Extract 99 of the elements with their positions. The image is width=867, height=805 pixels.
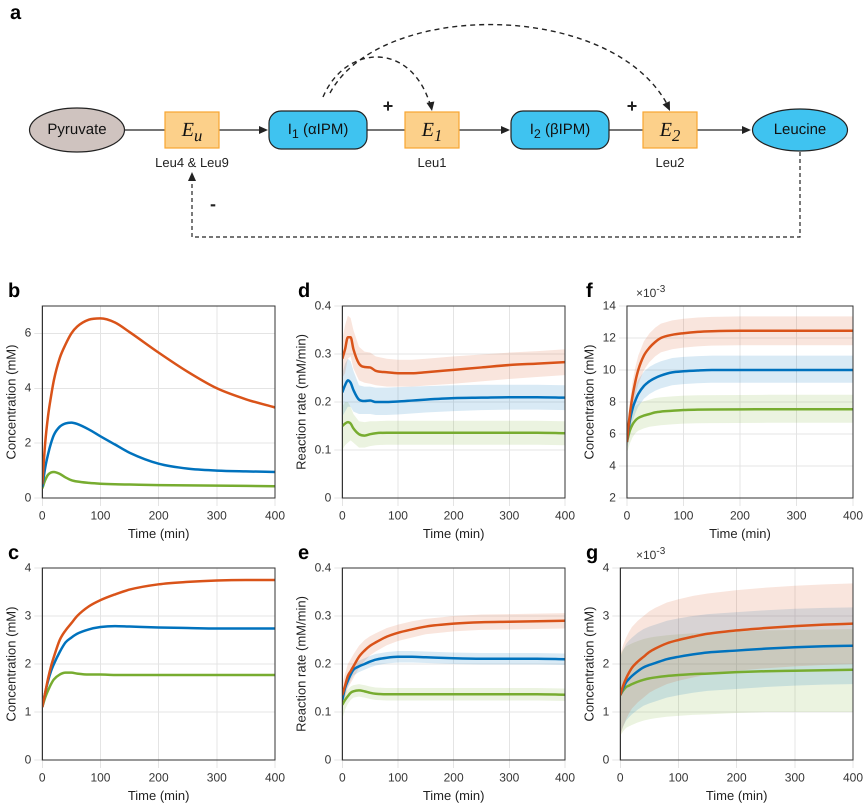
x-tick-label: 100 xyxy=(668,770,689,785)
x-tick-label: 0 xyxy=(338,770,346,785)
x-tick-label: 400 xyxy=(554,770,576,785)
y-tick-label: 4 xyxy=(602,560,610,574)
x-tick-label: 200 xyxy=(730,508,750,523)
text: Leu2 xyxy=(654,154,686,172)
x-tick-label: 400 xyxy=(264,770,286,785)
x-tick-label: 100 xyxy=(90,770,111,785)
x-tick-label: 300 xyxy=(499,508,520,523)
y-axis-title: Reaction rate (mM/min) xyxy=(293,596,308,732)
text: E$_{2}$ xyxy=(658,118,682,147)
y-tick-label: 10 xyxy=(602,362,616,376)
y-tick-label: 0 xyxy=(324,752,332,766)
text: Leucine xyxy=(772,120,828,140)
chart-title: g xyxy=(586,542,598,565)
line-series xyxy=(342,689,565,706)
y-tick-label: 0.2 xyxy=(314,656,332,670)
x-tick-label: 100 xyxy=(388,508,408,523)
line-series xyxy=(42,470,275,490)
x-tick-label: 0 xyxy=(624,508,631,523)
y-tick-label: 0.1 xyxy=(314,442,332,456)
x-tick-label: 200 xyxy=(148,508,169,523)
y-tick-label: 0 xyxy=(324,490,332,504)
line-series xyxy=(342,420,565,437)
x-tick-label: 300 xyxy=(499,770,520,785)
text: I$_{2}$ (βIPM) xyxy=(528,120,592,143)
y-tick-label: 4 xyxy=(24,380,32,395)
x-axis-title: Time (min) xyxy=(422,526,484,541)
y-axis-title: Concentration (mM) xyxy=(581,344,596,460)
text: + xyxy=(382,96,394,116)
x-tick-label: 300 xyxy=(206,508,228,523)
y-tick-label: 4 xyxy=(24,560,32,574)
x-axis-title: Time (min) xyxy=(422,788,484,803)
y-axis-title: Concentration (mM) xyxy=(581,606,596,722)
y-tick-label: 2 xyxy=(24,656,32,670)
x-tick-label: 200 xyxy=(148,770,169,785)
text: Leu4 & Leu9 xyxy=(154,154,230,172)
y-tick-label: 2 xyxy=(602,656,610,670)
text: - xyxy=(209,194,217,214)
text: E$_{u}$ xyxy=(180,118,204,147)
x-axis-title: Time (min) xyxy=(128,526,190,541)
chart-title: c xyxy=(8,542,20,565)
chart-title: b xyxy=(8,280,20,303)
text: E$_{1}$ xyxy=(420,118,444,147)
x-tick-label: 300 xyxy=(786,508,807,523)
x-tick-label: 0 xyxy=(38,770,46,785)
x-tick-label: 400 xyxy=(264,508,286,523)
text: Pyruvate xyxy=(46,120,108,140)
x-tick-label: 400 xyxy=(842,508,864,523)
text: + xyxy=(626,96,638,116)
x-tick-label: 400 xyxy=(554,508,576,523)
line-series xyxy=(620,668,853,696)
text: ×10$^{-3}$ xyxy=(636,284,666,300)
y-axis-title: Reaction rate (mM/min) xyxy=(293,334,308,470)
y-tick-label: 0.3 xyxy=(314,608,332,622)
text: ×10$^{-3}$ xyxy=(636,546,666,562)
x-tick-label: 300 xyxy=(206,770,228,785)
text: a xyxy=(10,2,22,25)
x-tick-label: 200 xyxy=(444,770,464,785)
y-tick-label: 3 xyxy=(24,608,32,622)
y-tick-label: 0.1 xyxy=(314,704,332,718)
y-tick-label: 4 xyxy=(609,458,616,472)
x-tick-label: 200 xyxy=(444,508,464,523)
x-tick-label: 0 xyxy=(38,508,46,523)
y-tick-label: 12 xyxy=(602,330,616,344)
y-tick-label: 2 xyxy=(24,435,32,450)
x-tick-label: 100 xyxy=(388,770,408,785)
y-tick-label: 0.4 xyxy=(314,298,332,312)
text: I$_{1}$ (αIPM) xyxy=(286,120,350,143)
x-axis-title: Time (min) xyxy=(706,788,768,803)
x-axis-title: Time (min) xyxy=(128,788,190,803)
y-tick-label: 1 xyxy=(602,704,610,718)
x-tick-label: 100 xyxy=(90,508,111,523)
chart-title: e xyxy=(298,542,310,565)
y-tick-label: 0.3 xyxy=(314,346,332,360)
y-tick-label: 0.2 xyxy=(314,394,332,408)
y-tick-label: 0 xyxy=(24,490,32,504)
line-series xyxy=(42,671,275,708)
x-axis-title: Time (min) xyxy=(709,526,771,541)
y-tick-label: 2 xyxy=(609,490,616,504)
x-tick-label: 100 xyxy=(673,508,694,523)
x-tick-label: 300 xyxy=(784,770,806,785)
y-tick-label: 14 xyxy=(602,298,616,312)
y-axis-title: Concentration (mM) xyxy=(3,344,18,460)
y-tick-label: 1 xyxy=(24,704,32,718)
y-tick-label: 3 xyxy=(602,608,610,622)
y-tick-label: 0.4 xyxy=(314,560,332,574)
y-tick-label: 6 xyxy=(24,326,32,340)
chart-title: f xyxy=(586,280,593,303)
y-tick-label: 0 xyxy=(24,752,32,766)
x-tick-label: 0 xyxy=(338,508,346,523)
y-axis-title: Concentration (mM) xyxy=(3,606,18,722)
x-tick-label: 400 xyxy=(842,770,864,785)
chart-title: d xyxy=(298,280,310,303)
y-tick-label: 6 xyxy=(609,426,616,440)
y-tick-label: 8 xyxy=(609,394,616,408)
text: Leu1 xyxy=(416,154,448,172)
x-tick-label: 200 xyxy=(726,770,747,785)
y-tick-label: 0 xyxy=(602,752,610,766)
